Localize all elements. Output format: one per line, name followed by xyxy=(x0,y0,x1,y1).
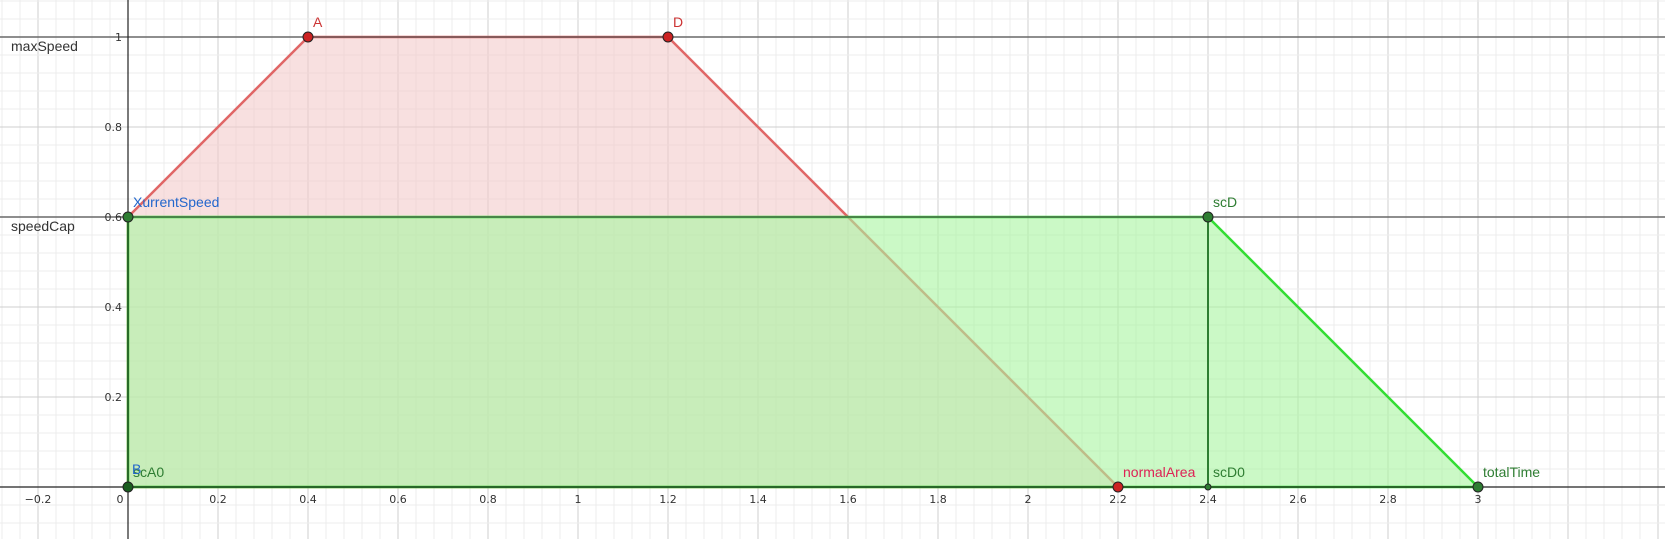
point-label-A: A xyxy=(313,14,323,30)
y-tick-label: 0.4 xyxy=(105,301,123,314)
area-polygon-2 xyxy=(126,215,1480,489)
point-label-XurrentSpeed: XurrentSpeed xyxy=(133,194,219,210)
x-tick-label: 2 xyxy=(1025,493,1032,506)
point-label-scD0: scD0 xyxy=(1213,464,1245,480)
x-tick-label: 0.6 xyxy=(389,493,407,506)
x-tick-label: 1.4 xyxy=(749,493,767,506)
point-A[interactable] xyxy=(302,31,314,43)
x-tick-label: 1.6 xyxy=(839,493,857,506)
x-tick-label: −0.2 xyxy=(25,493,52,506)
x-tick-label: 2.4 xyxy=(1199,493,1217,506)
x-tick-label: 3 xyxy=(1475,493,1482,506)
points[interactable]: A D XurrentSpeed scD scA0 normalArea scD0 total… xyxy=(122,14,1540,493)
y-tick-label: 1 xyxy=(115,31,122,44)
areas xyxy=(126,35,1480,489)
point-label-totalTime: totalTime xyxy=(1483,464,1540,480)
origin-label: 0 xyxy=(117,493,124,506)
x-tick-label: 2.8 xyxy=(1379,493,1397,506)
x-tick-label: 2.6 xyxy=(1289,493,1307,506)
point-normalArea[interactable] xyxy=(1112,481,1124,493)
point-XurrentSpeed[interactable] xyxy=(122,211,134,223)
x-tick-label: 2.2 xyxy=(1109,493,1127,506)
maxSpeed-label: maxSpeed xyxy=(11,38,78,54)
y-tick-label: 0.2 xyxy=(105,391,123,404)
point-scD0[interactable] xyxy=(1204,483,1212,491)
x-tick-label: 0.8 xyxy=(479,493,497,506)
x-tick-label: 1 xyxy=(575,493,582,506)
x-tick-label: 1.2 xyxy=(659,493,677,506)
point-scA0[interactable] xyxy=(122,481,134,493)
point-label-normalArea: normalArea xyxy=(1123,464,1196,480)
x-tick-label: 1.8 xyxy=(929,493,947,506)
tick-labels: −0.2 0.2 0.4 0.6 0.8 1 1.2 1.4 1.6 1.8 2 2.2 2.4 2.6 2… xyxy=(25,31,1482,506)
point-totalTime[interactable] xyxy=(1472,481,1484,493)
speedCap-label: speedCap xyxy=(11,218,75,234)
point-label-B: B xyxy=(132,461,141,477)
point-scD[interactable] xyxy=(1202,211,1214,223)
point-label-scA0: scA0 xyxy=(133,464,164,480)
x-tick-label: 0.2 xyxy=(209,493,227,506)
x-tick-label: 0.4 xyxy=(299,493,317,506)
y-tick-label: 0.8 xyxy=(105,121,123,134)
point-D[interactable] xyxy=(662,31,674,43)
point-label-scD: scD xyxy=(1213,194,1237,210)
horizontal-lines: maxSpeed speedCap xyxy=(0,36,1665,234)
point-label-D: D xyxy=(673,14,683,30)
y-tick-label: 0.6 xyxy=(105,211,123,224)
